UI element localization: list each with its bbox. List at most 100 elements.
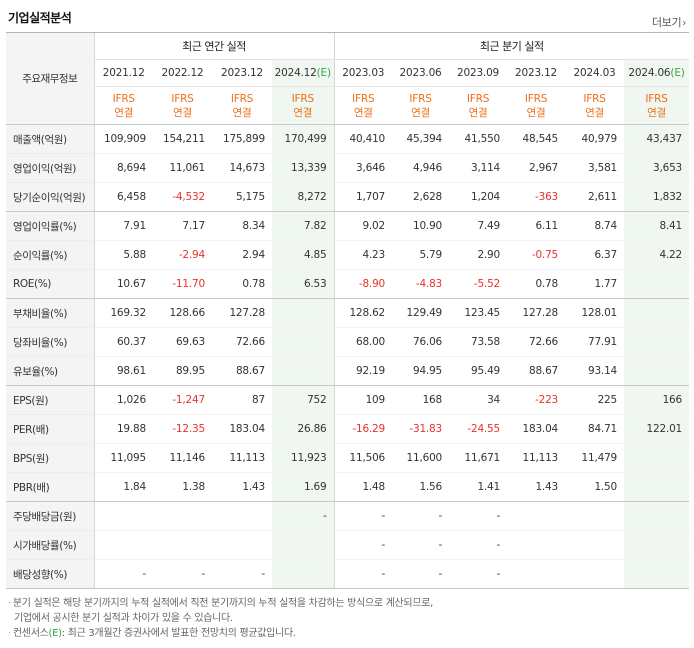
table-cell: 40,979 xyxy=(565,124,625,154)
consolidated-label: 연결 xyxy=(647,106,666,119)
consolidated-label: 연결 xyxy=(526,106,546,119)
table-cell: 8,272 xyxy=(272,182,335,212)
ifrs-header: IFRS 연결 xyxy=(392,86,450,125)
consolidated-label: 연결 xyxy=(468,106,488,119)
table-row: 유보율(%) 98.61 89.95 88.67 92.19 94.95 95.49 88.6… xyxy=(6,356,690,386)
table-cell: 1.48 xyxy=(333,472,393,502)
row-label: 주당배당금(원) xyxy=(6,501,94,531)
table-cell: 166 xyxy=(624,385,690,415)
table-cell: 6.37 xyxy=(565,240,625,270)
table-cell: - xyxy=(212,559,272,589)
table-cell: 4,946 xyxy=(392,153,450,183)
ifrs-header: IFRS 연결 xyxy=(93,86,153,125)
table-cell xyxy=(153,530,212,560)
table-cell xyxy=(624,327,690,357)
period-label: 2022.12 xyxy=(161,67,204,79)
table-row: 주당배당금(원) - - - - xyxy=(6,501,690,531)
estimate-mark: (E) xyxy=(316,67,331,79)
table-row: 배당성향(%) - - - - - - xyxy=(6,559,690,589)
period-label: 2021.12 xyxy=(102,67,145,79)
table-cell: -11.70 xyxy=(153,269,212,299)
table-cell xyxy=(212,501,272,531)
table-cell: 1.43 xyxy=(507,472,566,502)
row-label: EPS(원) xyxy=(6,385,94,415)
consolidated-label: 연결 xyxy=(173,106,192,119)
ifrs-label: IFRS xyxy=(291,92,315,105)
table-cell: 122.01 xyxy=(624,414,690,444)
footnote-1-line-2: 기업에서 공시한 분기 실적과 차이가 있을 수 있습니다. xyxy=(14,613,233,624)
row-label: 순이익률(%) xyxy=(6,240,94,270)
row-label: 배당성향(%) xyxy=(6,559,94,589)
ifrs-label: IFRS xyxy=(171,92,194,105)
table-cell: 88.67 xyxy=(507,356,566,386)
table-cell: 1.56 xyxy=(392,472,450,502)
consolidated-label: 연결 xyxy=(232,106,252,119)
table-cell: 10.90 xyxy=(392,211,450,241)
table-cell xyxy=(507,559,566,589)
table-cell: 169.32 xyxy=(93,298,153,328)
table-cell: 92.19 xyxy=(333,356,393,386)
ifrs-header: IFRS 연결 xyxy=(624,86,690,125)
table-cell: 109 xyxy=(333,385,393,415)
table-cell: 4.23 xyxy=(333,240,393,270)
table-cell: 98.61 xyxy=(93,356,153,386)
ifrs-header: IFRS 연결 xyxy=(153,86,212,125)
ifrs-header: IFRS 연결 xyxy=(565,86,625,125)
table-cell: 45,394 xyxy=(392,124,450,154)
table-cell: -5.52 xyxy=(449,269,508,299)
table-cell: 19.88 xyxy=(93,414,153,444)
table-cell: 77.91 xyxy=(565,327,625,357)
table-row: 당좌비율(%) 60.37 69.63 72.66 68.00 76.06 73.58 72.… xyxy=(6,327,690,357)
table-cell: 87 xyxy=(212,385,272,415)
table-cell: 2,611 xyxy=(565,182,625,212)
table-row: EPS(원) 1,026 -1,247 87 752 109 168 34 -223 225 166 xyxy=(6,385,690,415)
table-cell: 8,694 xyxy=(93,153,153,183)
table-cell: 26.86 xyxy=(272,414,335,444)
table-cell: - xyxy=(449,559,508,589)
table-cell: - xyxy=(153,559,212,589)
table-cell xyxy=(93,530,153,560)
table-cell xyxy=(624,530,690,560)
table-cell xyxy=(565,501,625,531)
corner-header: 주요재무정보 xyxy=(6,32,94,125)
annual-group-header: 최근 연간 실적 xyxy=(93,32,335,60)
more-link[interactable]: 더보기› xyxy=(652,14,686,30)
table-cell xyxy=(624,559,690,589)
footnote-1: · 분기 실적은 해당 분기까지의 누적 실적에서 직전 분기까지의 누적 실적을… xyxy=(8,596,433,611)
table-cell: 68.00 xyxy=(333,327,393,357)
table-cell: - xyxy=(449,530,508,560)
row-label: 매출액(억원) xyxy=(6,124,94,154)
table-cell: 34 xyxy=(449,385,508,415)
estimate-mark: (E) xyxy=(48,628,63,639)
table-row: 영업이익률(%) 7.91 7.17 8.34 7.82 9.02 10.90 7.49 6.1… xyxy=(6,211,690,241)
table-row: 매출액(억원) 109,909 154,211 175,899 170,499 40,41… xyxy=(6,124,690,154)
table-cell: 89.95 xyxy=(153,356,212,386)
table-cell: 13,339 xyxy=(272,153,335,183)
table-cell xyxy=(624,356,690,386)
table-cell: 1.84 xyxy=(93,472,153,502)
table-cell: -0.75 xyxy=(507,240,566,270)
table-cell: -12.35 xyxy=(153,414,212,444)
table-cell xyxy=(624,443,690,473)
table-row: 부채비율(%) 169.32 128.66 127.28 128.62 129.49 123… xyxy=(6,298,690,328)
table-cell xyxy=(624,501,690,531)
table-cell: 5,175 xyxy=(212,182,272,212)
table-cell: - xyxy=(272,501,335,531)
table-cell: 4.85 xyxy=(272,240,335,270)
row-label: 유보율(%) xyxy=(6,356,94,386)
period-header: 2023.12 xyxy=(212,59,272,87)
table-cell: 72.66 xyxy=(507,327,566,357)
table-cell: 48,545 xyxy=(507,124,566,154)
table-cell xyxy=(153,501,212,531)
table-cell: 1.41 xyxy=(449,472,508,502)
period-header: 2024.03 xyxy=(565,59,625,87)
ifrs-header: IFRS 연결 xyxy=(333,86,393,125)
period-label: 2023.03 xyxy=(342,67,385,79)
table-cell: 11,113 xyxy=(212,443,272,473)
table-cell: 11,479 xyxy=(565,443,625,473)
table-cell: - xyxy=(449,501,508,531)
table-cell: 3,114 xyxy=(449,153,508,183)
table-cell: 8.41 xyxy=(624,211,690,241)
row-label: 당좌비율(%) xyxy=(6,327,94,357)
table-cell: 7.17 xyxy=(153,211,212,241)
